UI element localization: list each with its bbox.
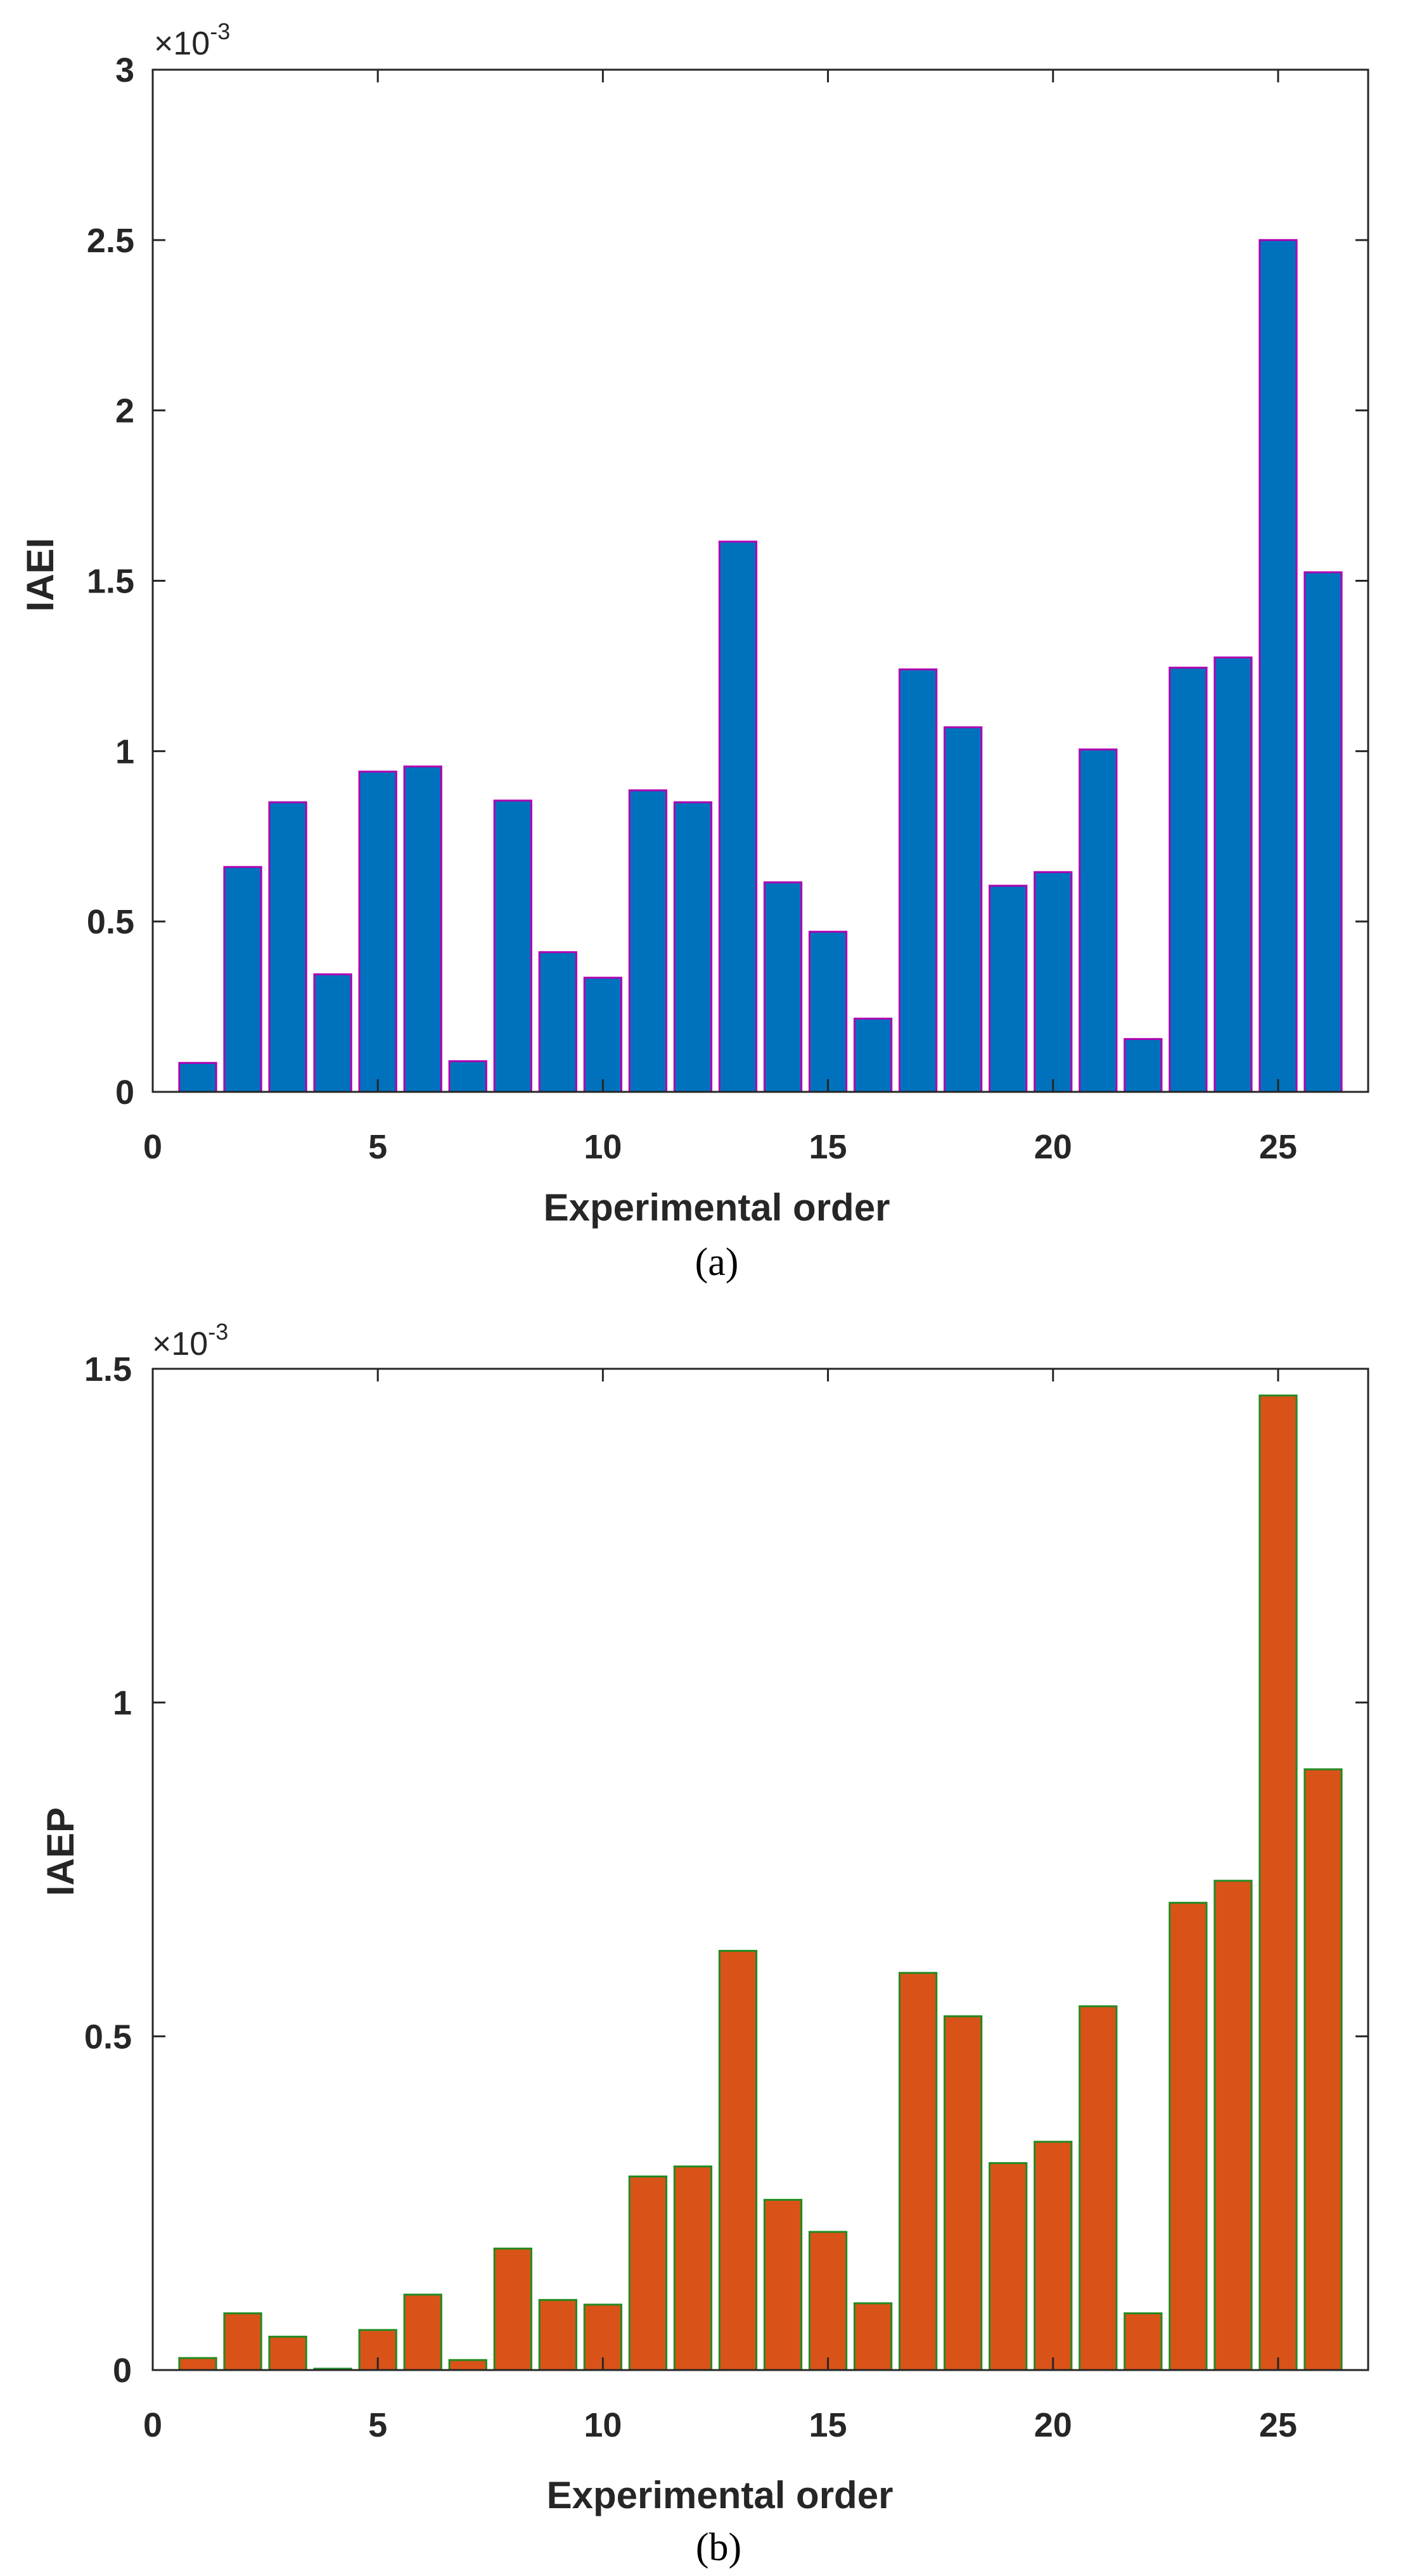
bar-19: [989, 2162, 1028, 2371]
x-tick-label: 5: [368, 1128, 387, 1166]
bar-8: [493, 799, 532, 1093]
x-tick-label: 20: [1034, 1128, 1072, 1166]
plot-background: [153, 1369, 1368, 2370]
bar-7: [448, 1060, 487, 1093]
bar-26: [1304, 1768, 1343, 2371]
plot-background: [153, 70, 1368, 1092]
bar-13: [718, 1950, 758, 2371]
bar-11: [628, 789, 668, 1093]
bar-25: [1259, 1394, 1298, 2371]
bar-7: [448, 2359, 487, 2371]
bar-4: [313, 973, 352, 1093]
bar-11: [628, 2176, 668, 2371]
bar-6: [403, 2293, 442, 2371]
bar-9: [538, 2298, 577, 2371]
x-tick-label: 5: [368, 2406, 387, 2444]
bar-14: [763, 2198, 803, 2371]
bar-2: [223, 866, 262, 1093]
caption-b: (b): [696, 2526, 741, 2569]
y-exponent-label-b: ×10-3: [152, 1319, 228, 1362]
bar-23: [1169, 1902, 1208, 2371]
y-tick-label: 3: [115, 51, 134, 89]
y-tick-label: 1: [115, 733, 134, 771]
y-tick-label: 1.5: [87, 563, 134, 601]
bar-3: [268, 801, 307, 1093]
y-tick-label: 1.5: [84, 1350, 132, 1388]
bar-18: [944, 726, 983, 1093]
bar-12: [673, 801, 713, 1093]
bar-22: [1124, 1038, 1163, 1093]
bar-10: [583, 977, 622, 1093]
bar-22: [1124, 2312, 1163, 2371]
bar-14: [763, 881, 803, 1093]
bar-8: [493, 2247, 532, 2371]
bar-6: [403, 766, 442, 1093]
bar-21: [1079, 2005, 1118, 2371]
y-tick-label: 0.5: [87, 903, 134, 941]
bar-9: [538, 951, 577, 1093]
bar-16: [853, 2302, 893, 2371]
bar-3: [268, 2335, 307, 2371]
y-tick-label: 0: [115, 1073, 134, 1112]
bar-12: [673, 2165, 713, 2371]
y-axis-label-b: IAEP: [39, 1807, 82, 1896]
chart-panel-b: 0 5 10 15 20 25 0 0.5 1 1.5 ×10-3 Experimental or…: [39, 1319, 1369, 2569]
y-tick-label: 2: [115, 392, 134, 430]
y-tick-label: 2.5: [87, 222, 134, 260]
x-tick-label: 15: [809, 2406, 847, 2444]
y-tick-label: 1: [113, 1684, 132, 1722]
y-tick-label: 0: [113, 2352, 132, 2390]
y-exponent-label-a: ×10-3: [154, 18, 230, 62]
bar-1: [178, 2357, 217, 2371]
bar-15: [808, 2231, 848, 2371]
bar-5: [358, 771, 397, 1093]
plot-area-b: 0 5 10 15 20 25 0 0.5 1 1.5: [84, 1350, 1369, 2444]
bar-25: [1259, 239, 1298, 1093]
bar-17: [899, 668, 938, 1093]
x-tick-label: 0: [143, 1128, 162, 1166]
bar-26: [1304, 571, 1343, 1093]
bar-20: [1034, 2141, 1073, 2371]
bar-1: [178, 1061, 217, 1093]
bar-24: [1214, 1880, 1253, 2371]
bar-17: [899, 1971, 938, 2371]
x-tick-label: 20: [1034, 2406, 1072, 2444]
bar-2: [223, 2312, 262, 2371]
bar-20: [1034, 871, 1073, 1093]
bar-16: [853, 1017, 893, 1093]
bar-18: [944, 2015, 983, 2371]
axes-box: [151, 1368, 1369, 2371]
x-tick-label: 10: [584, 2406, 622, 2444]
bar-21: [1079, 748, 1118, 1093]
chart-panel-a: 0 5 10 15 20 25 0 0.5 1 1.5 2 2.5 3 ×10-3 Experiment…: [19, 18, 1369, 1284]
x-tick-label: 0: [143, 2406, 162, 2444]
x-tick-label: 10: [584, 1128, 622, 1166]
x-tick-label: 25: [1259, 2406, 1297, 2444]
bar-24: [1214, 656, 1253, 1093]
x-axis-label-a: Experimental order: [544, 1186, 890, 1229]
y-tick-label: 0.5: [84, 2018, 132, 2056]
bar-19: [989, 885, 1028, 1093]
x-axis-label-b: Experimental order: [547, 2474, 894, 2516]
x-tick-label: 15: [809, 1128, 847, 1166]
bar-23: [1169, 667, 1208, 1093]
caption-a: (a): [695, 1241, 739, 1284]
bar-15: [808, 930, 848, 1093]
x-tick-label: 25: [1259, 1128, 1297, 1166]
plot-area-a: 0 5 10 15 20 25 0 0.5 1 1.5 2 2.5 3: [87, 51, 1369, 1166]
bar-13: [718, 541, 758, 1093]
y-axis-label-a: IAEI: [19, 538, 61, 612]
